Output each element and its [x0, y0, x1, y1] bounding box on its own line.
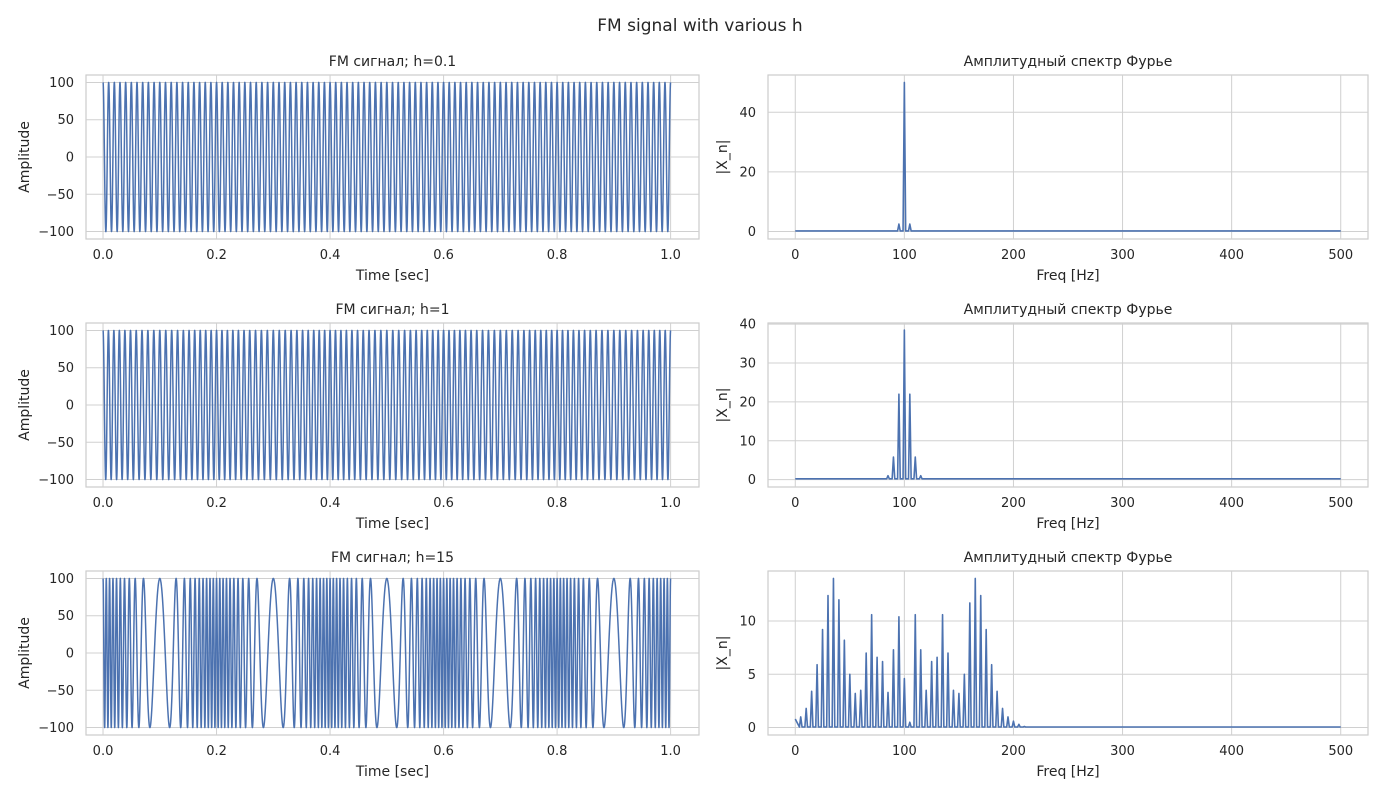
y-tick-label: 100 [49, 572, 74, 587]
x-tick-label: 200 [1001, 744, 1026, 759]
plot-title: Амплитудный спектр Фурье [964, 54, 1173, 70]
spectrum-plot-1: 0 100 200 300 400 500 0 20 40 Амплитудный спектр … [715, 54, 1369, 284]
x-tick-label: 1.0 [660, 496, 681, 511]
spectrum-line [794, 577, 1341, 728]
y-tick-label: 0 [748, 473, 756, 488]
x-tick-label: 0 [791, 248, 799, 263]
figure-title: FM signal with various h [597, 16, 802, 36]
y-axis-label: |X_n| [715, 140, 731, 175]
x-tick-label: 200 [1001, 496, 1026, 511]
y-tick-label: 100 [49, 76, 74, 91]
plot-title: FM сигнал; h=15 [331, 550, 454, 566]
x-tick-label: 0.0 [93, 744, 114, 759]
spectrum-plot-2: 0 100 200 300 400 500 0 10 20 30 40 Амплитудный спе… [715, 302, 1369, 532]
x-tick-label: 0.6 [433, 496, 454, 511]
x-tick-label: 0.6 [433, 248, 454, 263]
plot-frame [767, 570, 1369, 736]
x-tick-label: 300 [1110, 496, 1135, 511]
x-tick-label: 0.2 [206, 248, 227, 263]
y-tick-label: 0 [748, 721, 756, 736]
plot-title: FM сигнал; h=0.1 [329, 54, 456, 70]
x-tick-label: 0.8 [547, 248, 568, 263]
y-tick-label: 0 [748, 225, 756, 240]
y-tick-label: 30 [739, 357, 756, 372]
y-tick-label: 20 [739, 165, 756, 180]
x-tick-label: 0.4 [320, 744, 341, 759]
y-tick-label: 50 [57, 113, 74, 128]
y-tick-label: 0 [66, 647, 74, 662]
y-axis-label: |X_n| [715, 636, 731, 671]
x-tick-label: 0.8 [547, 744, 568, 759]
x-tick-label: 200 [1001, 248, 1026, 263]
y-tick-label: 40 [739, 318, 756, 333]
y-tick-label: 50 [57, 609, 74, 624]
plot-title: Амплитудный спектр Фурье [964, 550, 1173, 566]
x-axis-label: Freq [Hz] [1036, 268, 1099, 284]
x-axis-label: Time [sec] [355, 516, 429, 532]
x-tick-label: 500 [1328, 496, 1353, 511]
x-tick-label: 0.8 [547, 496, 568, 511]
x-tick-label: 400 [1219, 248, 1244, 263]
x-tick-label: 1.0 [660, 248, 681, 263]
y-tick-label: 10 [739, 615, 756, 630]
y-tick-label: 50 [57, 361, 74, 376]
signal-line [102, 577, 672, 729]
x-tick-label: 0.2 [206, 496, 227, 511]
x-tick-label: 400 [1219, 744, 1244, 759]
x-tick-label: 100 [892, 248, 917, 263]
signal-plot-2: 0.0 0.2 0.4 0.6 0.8 1.0 −100 −50 0 50 100 FM сигнал… [17, 302, 700, 532]
y-tick-label: −50 [47, 436, 74, 451]
plot-title: FM сигнал; h=1 [335, 302, 449, 318]
y-axis-label: Amplitude [17, 369, 33, 441]
x-tick-label: 0 [791, 744, 799, 759]
signal-plot-1: 0.0 0.2 0.4 0.6 0.8 1.0 −100 −50 0 50 100 FM сигнал… [17, 54, 700, 284]
y-axis-label: Amplitude [17, 617, 33, 689]
signal-plot-3: 0.0 0.2 0.4 0.6 0.8 1.0 −100 −50 0 50 100 FM сигнал… [17, 550, 700, 780]
x-tick-label: 100 [892, 496, 917, 511]
x-tick-label: 0.6 [433, 744, 454, 759]
y-tick-label: 100 [49, 324, 74, 339]
y-tick-label: −50 [47, 684, 74, 699]
x-axis-label: Time [sec] [355, 268, 429, 284]
x-tick-label: 0.4 [320, 248, 341, 263]
x-axis-label: Time [sec] [355, 764, 429, 780]
y-tick-label: −100 [38, 225, 74, 240]
x-tick-label: 0.4 [320, 496, 341, 511]
y-tick-label: 10 [739, 434, 756, 449]
x-tick-label: 400 [1219, 496, 1244, 511]
y-tick-label: −100 [38, 473, 74, 488]
x-tick-label: 500 [1328, 744, 1353, 759]
y-tick-label: 40 [739, 106, 756, 121]
plot-frame [767, 322, 1369, 488]
spectrum-line [795, 329, 1341, 480]
y-axis-label: |X_n| [715, 388, 731, 423]
y-tick-label: −100 [38, 721, 74, 736]
x-tick-label: 300 [1110, 248, 1135, 263]
x-tick-label: 0.0 [93, 248, 114, 263]
x-axis-label: Freq [Hz] [1036, 764, 1099, 780]
y-tick-label: 5 [748, 668, 756, 683]
x-axis-label: Freq [Hz] [1036, 516, 1099, 532]
x-tick-label: 0.0 [93, 496, 114, 511]
y-tick-label: 20 [739, 395, 756, 410]
y-tick-label: 0 [66, 151, 74, 166]
plot-frame [767, 74, 1369, 240]
signal-line [102, 81, 672, 233]
plot-title: Амплитудный спектр Фурье [964, 302, 1173, 318]
x-tick-label: 500 [1328, 248, 1353, 263]
y-tick-label: −50 [47, 188, 74, 203]
x-tick-label: 1.0 [660, 744, 681, 759]
x-tick-label: 100 [892, 744, 917, 759]
y-tick-label: 0 [66, 399, 74, 414]
y-axis-label: Amplitude [17, 121, 33, 193]
spectrum-plot-3: 0 100 200 300 400 500 0 5 10 Амплитудный спектр Ф… [715, 550, 1369, 780]
x-tick-label: 300 [1110, 744, 1135, 759]
signal-line [102, 329, 672, 481]
spectrum-line [795, 81, 1341, 232]
x-tick-label: 0 [791, 496, 799, 511]
x-tick-label: 0.2 [206, 744, 227, 759]
